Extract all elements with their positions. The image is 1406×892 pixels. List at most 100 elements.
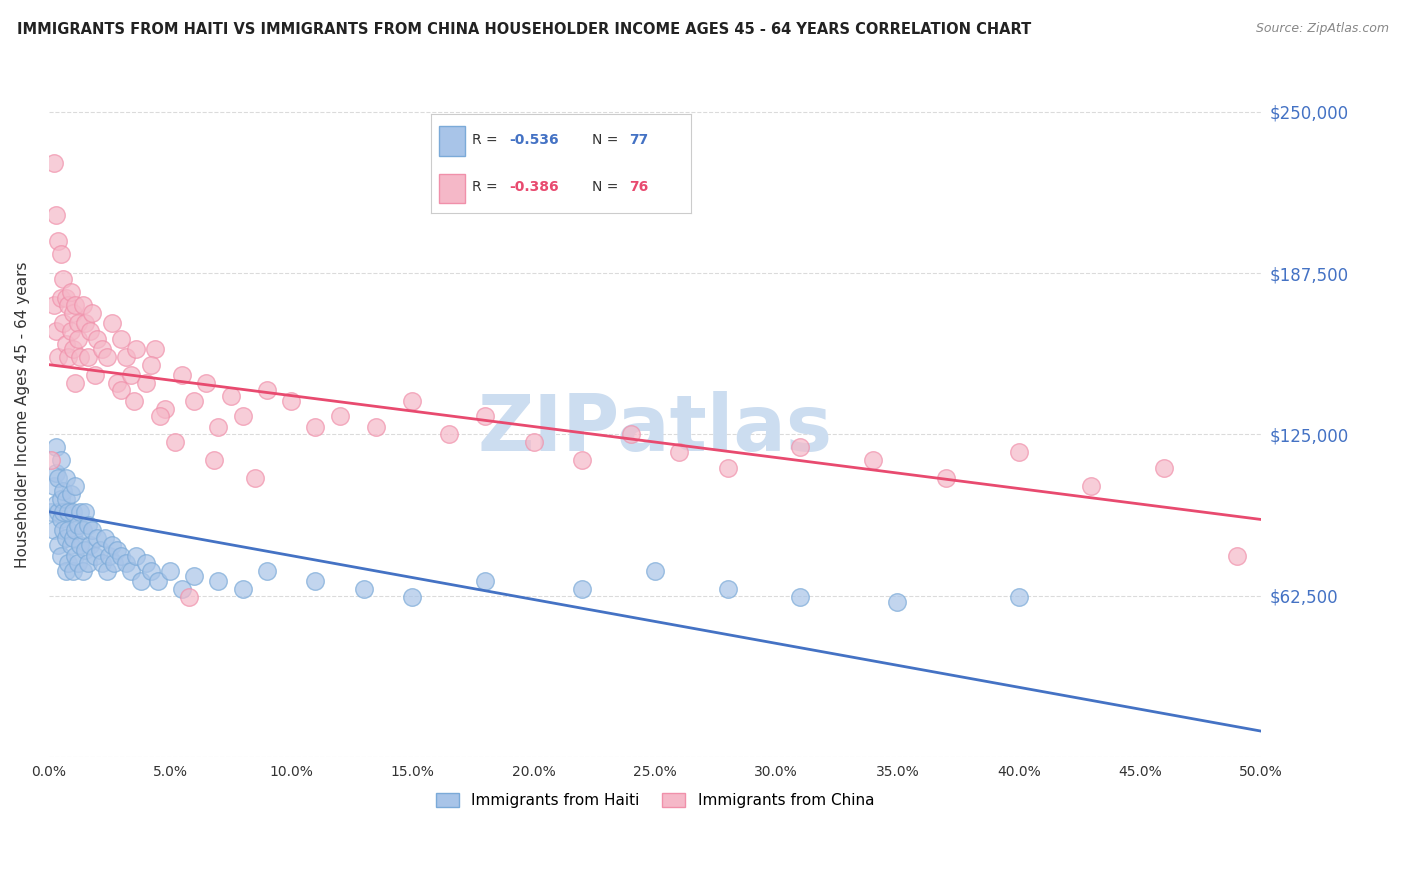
Point xyxy=(1226,549,1249,563)
Point xyxy=(717,582,740,597)
Point xyxy=(644,564,666,578)
Legend: Immigrants from Haiti, Immigrants from China: Immigrants from Haiti, Immigrants from C… xyxy=(430,787,880,814)
Point xyxy=(96,350,118,364)
Point xyxy=(474,574,496,589)
Point xyxy=(101,316,124,330)
Point xyxy=(86,531,108,545)
Point xyxy=(49,453,72,467)
Point xyxy=(55,491,77,506)
Point xyxy=(256,384,278,398)
Point xyxy=(935,471,957,485)
Point xyxy=(105,376,128,390)
Point xyxy=(105,543,128,558)
Point xyxy=(91,557,114,571)
Point xyxy=(75,316,97,330)
Point xyxy=(62,564,84,578)
Point xyxy=(232,409,254,424)
Point xyxy=(82,523,104,537)
Point xyxy=(202,453,225,467)
Point xyxy=(65,523,87,537)
Point xyxy=(96,564,118,578)
Point xyxy=(862,453,884,467)
Point xyxy=(93,531,115,545)
Point xyxy=(62,342,84,356)
Point xyxy=(66,332,89,346)
Point xyxy=(65,479,87,493)
Point xyxy=(329,409,352,424)
Point xyxy=(207,574,229,589)
Point xyxy=(91,342,114,356)
Point xyxy=(52,316,75,330)
Point xyxy=(59,324,82,338)
Point xyxy=(86,332,108,346)
Point xyxy=(129,574,152,589)
Point xyxy=(83,549,105,563)
Point xyxy=(45,497,67,511)
Point xyxy=(56,298,79,312)
Point xyxy=(55,291,77,305)
Point xyxy=(571,453,593,467)
Point xyxy=(82,306,104,320)
Point xyxy=(45,466,67,480)
Point xyxy=(125,549,148,563)
Point xyxy=(48,234,70,248)
Point xyxy=(125,342,148,356)
Point xyxy=(79,538,101,552)
Point xyxy=(55,531,77,545)
Point xyxy=(886,595,908,609)
Point xyxy=(59,486,82,500)
Point xyxy=(69,350,91,364)
Point xyxy=(39,453,62,467)
Point xyxy=(120,368,142,382)
Point xyxy=(49,512,72,526)
Point xyxy=(52,523,75,537)
Point xyxy=(110,549,132,563)
Point xyxy=(1008,590,1031,604)
Point xyxy=(76,517,98,532)
Point xyxy=(207,419,229,434)
Point xyxy=(115,557,138,571)
Point xyxy=(48,471,70,485)
Point xyxy=(69,505,91,519)
Point xyxy=(146,574,169,589)
Point xyxy=(59,285,82,300)
Point xyxy=(183,393,205,408)
Point xyxy=(163,435,186,450)
Point xyxy=(39,505,62,519)
Point xyxy=(243,471,266,485)
Text: IMMIGRANTS FROM HAITI VS IMMIGRANTS FROM CHINA HOUSEHOLDER INCOME AGES 45 - 64 Y: IMMIGRANTS FROM HAITI VS IMMIGRANTS FROM… xyxy=(17,22,1031,37)
Point xyxy=(280,393,302,408)
Point xyxy=(1153,461,1175,475)
Point xyxy=(55,471,77,485)
Point xyxy=(366,419,388,434)
Point xyxy=(62,505,84,519)
Point xyxy=(172,368,194,382)
Point xyxy=(83,368,105,382)
Point xyxy=(135,557,157,571)
Y-axis label: Householder Income Ages 45 - 64 years: Householder Income Ages 45 - 64 years xyxy=(15,261,30,568)
Point xyxy=(48,350,70,364)
Point xyxy=(183,569,205,583)
Point xyxy=(76,350,98,364)
Point xyxy=(52,272,75,286)
Point xyxy=(98,549,121,563)
Point xyxy=(401,393,423,408)
Point xyxy=(153,401,176,416)
Point xyxy=(232,582,254,597)
Point xyxy=(49,246,72,260)
Point xyxy=(42,156,65,170)
Point xyxy=(72,564,94,578)
Point xyxy=(304,574,326,589)
Point xyxy=(571,582,593,597)
Point xyxy=(115,350,138,364)
Point xyxy=(474,409,496,424)
Point xyxy=(1008,445,1031,459)
Point xyxy=(59,538,82,552)
Point xyxy=(195,376,218,390)
Point xyxy=(66,316,89,330)
Point xyxy=(72,523,94,537)
Point xyxy=(66,557,89,571)
Point xyxy=(256,564,278,578)
Point xyxy=(45,324,67,338)
Point xyxy=(139,358,162,372)
